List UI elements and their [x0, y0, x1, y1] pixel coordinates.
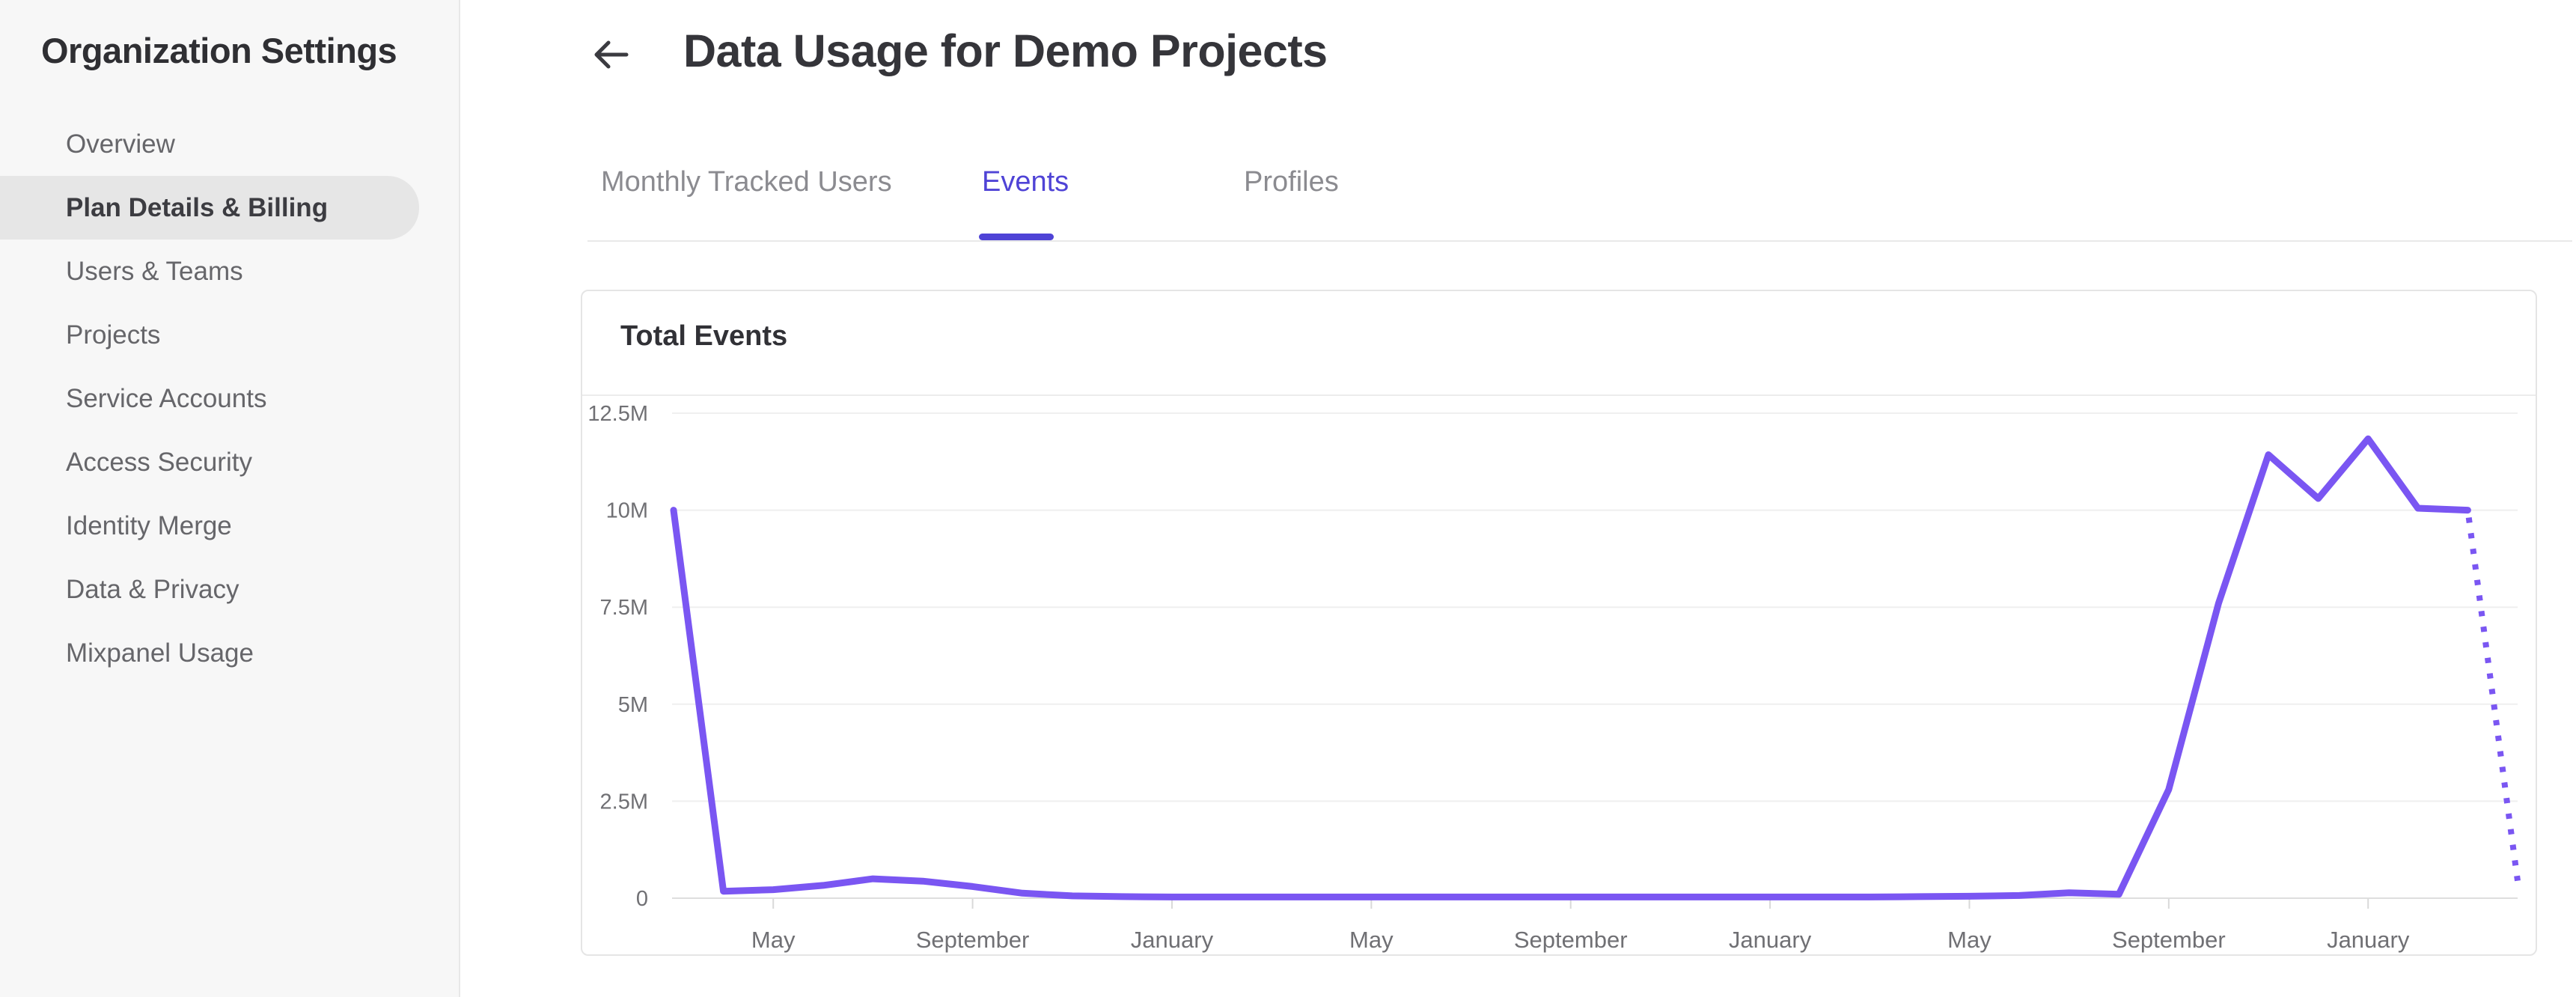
x-axis-tick-label: May — [1947, 927, 1991, 953]
x-axis-tick-label: May — [1349, 927, 1394, 953]
total-events-line-chart[interactable]: 12.5M 10M 7.5M 5M 2.5M 0 May September January Ma… — [581, 396, 2536, 954]
sidebar-item-label: Identity Merge — [66, 510, 232, 540]
x-axis-tick-label: January — [1729, 927, 1812, 953]
x-axis-tick-label: January — [2327, 927, 2410, 953]
sidebar-item-label: Overview — [66, 129, 175, 159]
sidebar-item-label: Users & Teams — [66, 256, 243, 286]
sidebar-title: Organization Settings — [41, 31, 397, 70]
x-axis-tick-label: September — [2112, 927, 2226, 953]
sidebar-nav: Overview Plan Details & Billing Users & … — [0, 112, 460, 685]
sidebar-item-identity-merge[interactable]: Identity Merge — [0, 494, 419, 558]
sidebar-item-plan-details-billing[interactable]: Plan Details & Billing — [0, 176, 419, 240]
y-axis-tick-label: 7.5M — [600, 596, 648, 620]
x-axis-tick-label: May — [751, 927, 796, 953]
sidebar-item-projects[interactable]: Projects — [0, 303, 419, 367]
tab-profiles[interactable]: Profiles — [1244, 166, 1339, 198]
back-button[interactable] — [590, 34, 632, 76]
x-axis-tick-label: September — [916, 927, 1030, 953]
sidebar-item-overview[interactable]: Overview — [0, 112, 419, 176]
y-axis-tick-label: 2.5M — [600, 790, 648, 814]
sidebar-item-label: Plan Details & Billing — [66, 192, 329, 222]
x-axis-tick-label: September — [1514, 927, 1628, 953]
sidebar-item-users-teams[interactable]: Users & Teams — [0, 240, 419, 303]
y-axis-tick-label: 12.5M — [587, 402, 648, 426]
sidebar-item-label: Access Security — [66, 447, 252, 477]
total-events-series-line — [670, 435, 2471, 900]
page-title: Data Usage for Demo Projects — [683, 25, 1328, 76]
sidebar-item-service-accounts[interactable]: Service Accounts — [0, 367, 419, 430]
sidebar-item-label: Projects — [66, 320, 161, 350]
sidebar-item-label: Service Accounts — [66, 383, 267, 413]
projected-series-line-dotted — [2464, 510, 2521, 882]
y-axis-tick-label: 5M — [618, 693, 648, 717]
x-axis-tick-label: January — [1131, 927, 1214, 953]
sidebar-item-mixpanel-usage[interactable]: Mixpanel Usage — [0, 621, 419, 685]
y-axis-tick-label: 10M — [606, 499, 648, 523]
sidebar-item-label: Data & Privacy — [66, 574, 239, 604]
y-axis-tick-label: 0 — [636, 887, 648, 911]
card-header-divider — [582, 394, 2536, 396]
tab-monthly-tracked-users[interactable]: Monthly Tracked Users — [601, 166, 892, 198]
tabs-divider — [587, 240, 2572, 242]
left-arrow-icon — [590, 40, 632, 79]
chart-title: Total Events — [620, 320, 788, 352]
sidebar-item-label: Mixpanel Usage — [66, 638, 254, 668]
organization-settings-sidebar: Organization Settings Overview Plan Deta… — [0, 0, 460, 997]
active-tab-underline — [979, 234, 1054, 240]
sidebar-item-access-security[interactable]: Access Security — [0, 430, 419, 494]
sidebar-item-data-privacy[interactable]: Data & Privacy — [0, 558, 419, 621]
tab-events[interactable]: Events — [982, 166, 1069, 198]
